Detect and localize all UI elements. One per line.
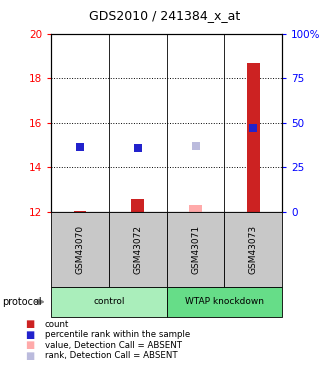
Bar [224,212,282,287]
Point [135,146,140,152]
Point [77,144,82,150]
Text: GSM43070: GSM43070 [76,225,84,274]
Text: control: control [93,297,125,306]
Bar [109,212,167,287]
Text: ■: ■ [25,320,34,329]
Text: percentile rank within the sample: percentile rank within the sample [45,330,190,339]
Bar [189,205,202,212]
Text: rank, Detection Call = ABSENT: rank, Detection Call = ABSENT [45,351,177,360]
Text: GDS2010 / 241384_x_at: GDS2010 / 241384_x_at [89,9,241,22]
Bar [167,212,224,287]
Point [251,125,256,131]
Bar [167,287,282,317]
Text: protocol: protocol [2,297,41,307]
Text: GSM43072: GSM43072 [133,225,142,274]
Text: GSM43073: GSM43073 [249,225,258,274]
Text: count: count [45,320,69,329]
Bar [131,198,144,212]
Text: value, Detection Call = ABSENT: value, Detection Call = ABSENT [45,341,182,350]
Text: ■: ■ [25,340,34,350]
Bar [247,63,260,212]
Text: WTAP knockdown: WTAP knockdown [185,297,264,306]
Text: ■: ■ [25,351,34,361]
Bar [74,210,86,212]
Bar [51,212,109,287]
Point [193,143,198,149]
Bar [51,287,167,317]
Text: ■: ■ [25,330,34,340]
Text: GSM43071: GSM43071 [191,225,200,274]
